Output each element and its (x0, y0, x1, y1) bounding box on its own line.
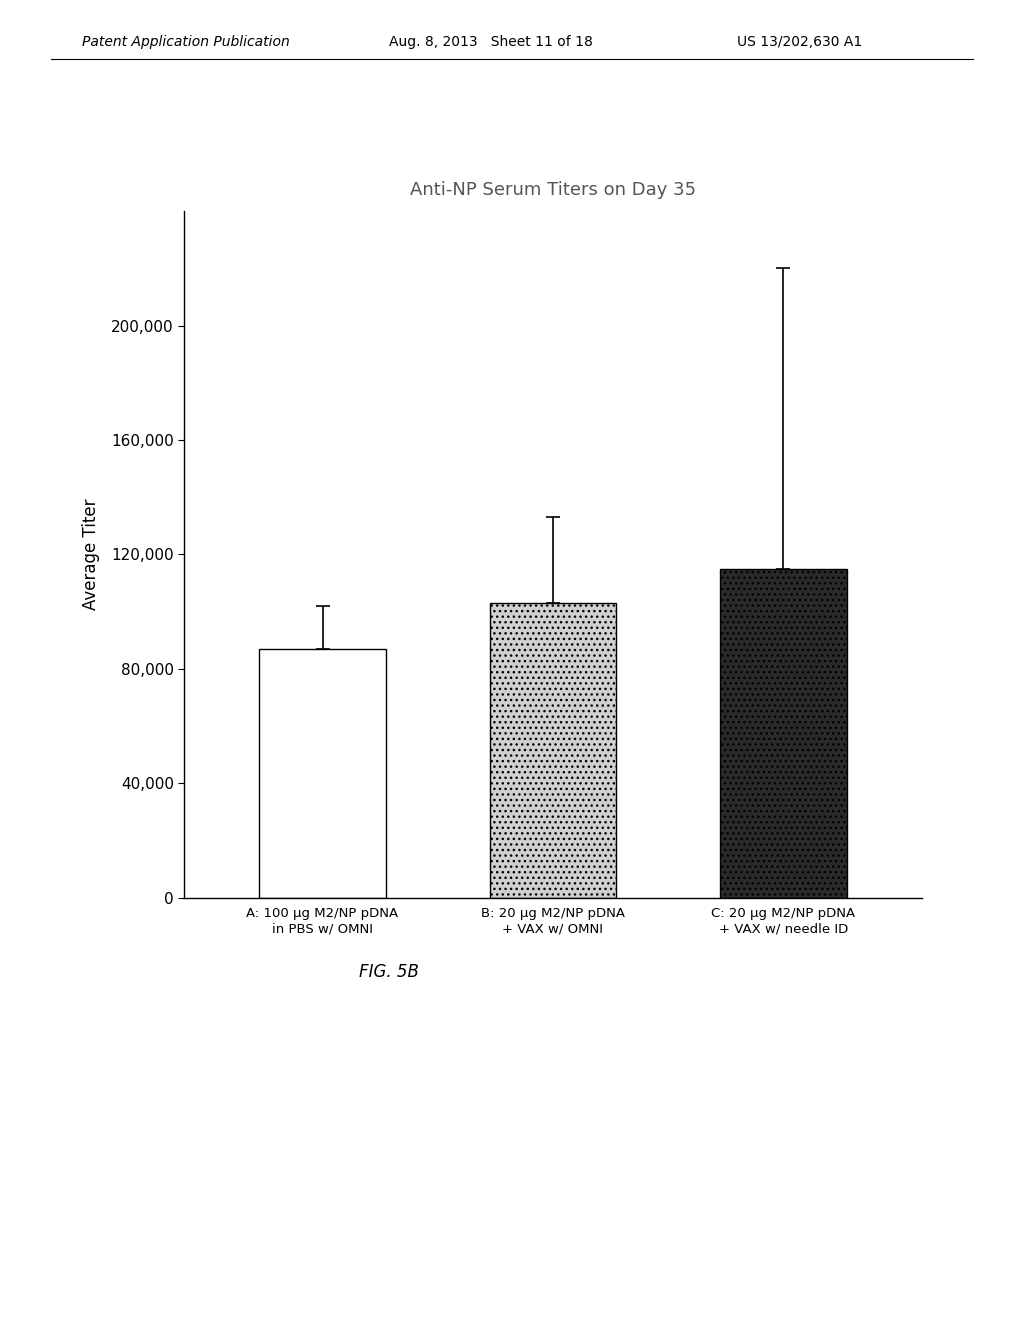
Text: FIG. 5B: FIG. 5B (359, 962, 419, 981)
Text: US 13/202,630 A1: US 13/202,630 A1 (737, 36, 862, 49)
Bar (720, 569, 847, 898)
Y-axis label: Average Titer: Average Titer (82, 499, 100, 610)
Text: Patent Application Publication: Patent Application Publication (82, 36, 290, 49)
Title: Anti-NP Serum Titers on Day 35: Anti-NP Serum Titers on Day 35 (410, 181, 696, 198)
Text: Aug. 8, 2013   Sheet 11 of 18: Aug. 8, 2013 Sheet 11 of 18 (389, 36, 593, 49)
Bar (259, 648, 386, 898)
Bar (489, 603, 616, 898)
